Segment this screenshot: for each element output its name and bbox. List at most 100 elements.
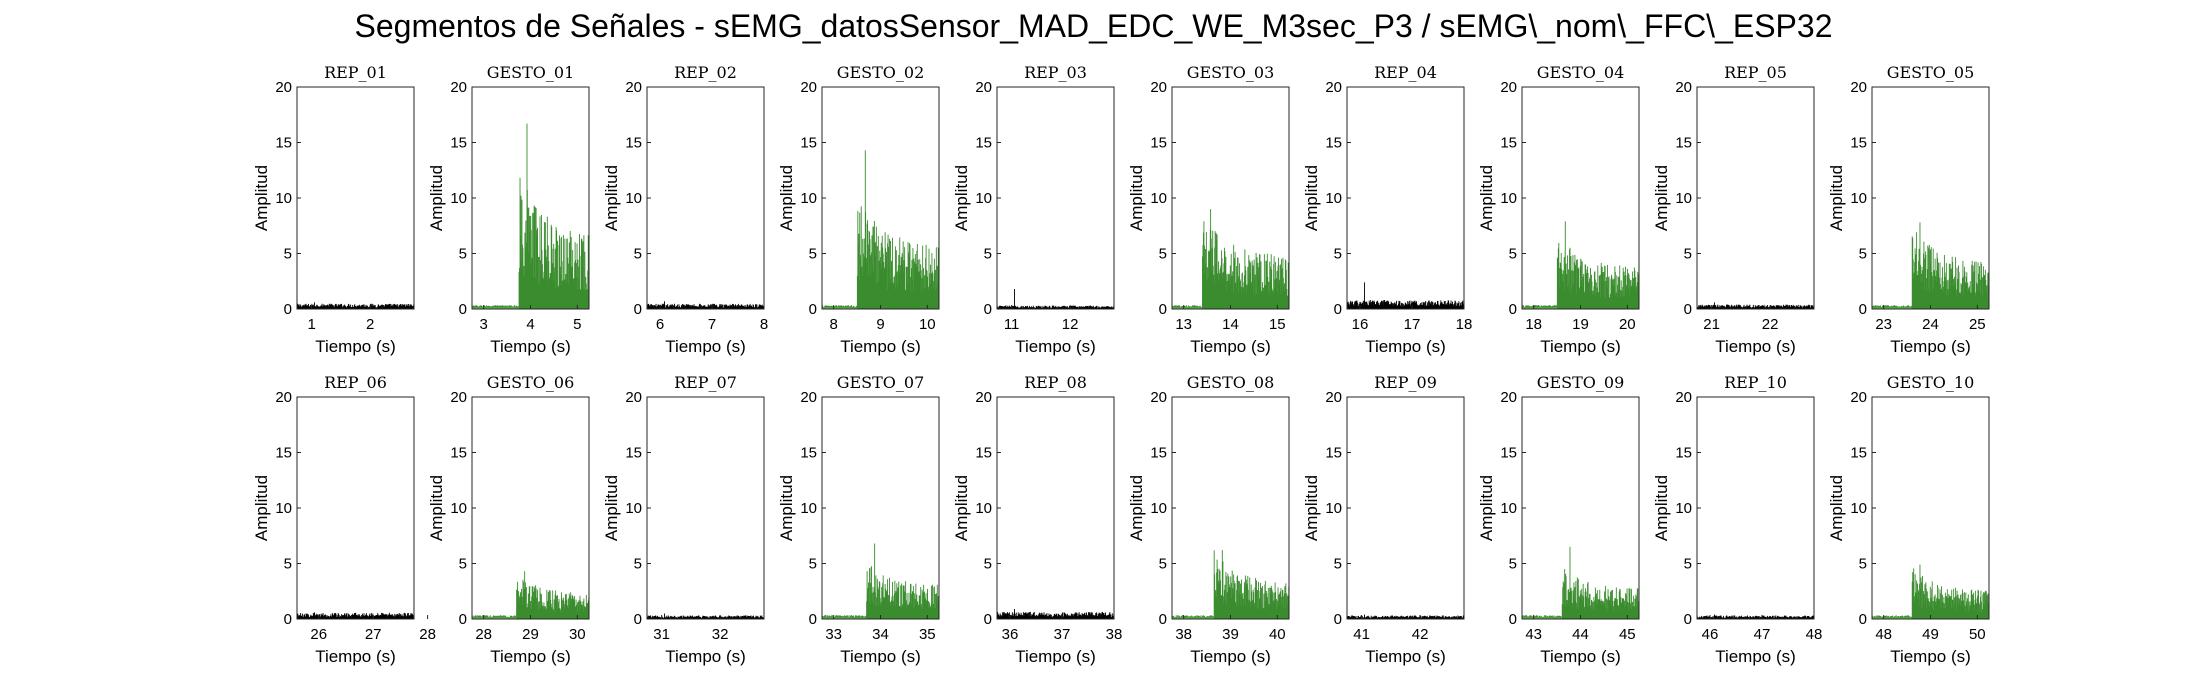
subplot: GESTO_03 0 5 10 15 20 13 14 15 Tiempo (s) Amplitud [1127, 63, 1290, 356]
x-tick-label: 7 [708, 316, 716, 333]
x-tick-label: 47 [1754, 626, 1771, 643]
y-tick-label: 0 [1159, 611, 1167, 628]
x-tick-label: 38 [1175, 626, 1192, 643]
y-axis-label: Amplitud [777, 165, 796, 231]
x-tick-label: 28 [419, 626, 436, 643]
y-tick-label: 5 [1509, 556, 1517, 573]
subplot-title: REP_09 [1374, 373, 1437, 392]
signal-trace [296, 612, 415, 619]
y-tick-label: 15 [1150, 135, 1167, 152]
y-tick-label: 20 [1850, 389, 1867, 406]
y-tick-label: 0 [1684, 301, 1692, 318]
x-tick-label: 28 [475, 626, 492, 643]
y-tick-label: 15 [1500, 135, 1517, 152]
y-tick-label: 20 [975, 79, 992, 96]
axes-box [1346, 86, 1465, 310]
y-tick-label: 20 [1150, 79, 1167, 96]
y-tick-label: 10 [625, 500, 642, 517]
x-tick-label: 20 [1619, 316, 1636, 333]
x-axis-label: Tiempo (s) [840, 337, 921, 356]
x-tick-label: 17 [1404, 316, 1421, 333]
x-axis-label: Tiempo (s) [490, 337, 571, 356]
y-tick-label: 5 [1859, 246, 1867, 263]
signal-trace [821, 150, 940, 309]
x-axis-label: Tiempo (s) [665, 647, 746, 666]
signal-trace [821, 543, 940, 619]
subplot-title: REP_04 [1374, 63, 1437, 82]
subplot: GESTO_08 0 5 10 15 20 38 39 40 Tiempo (s) Amplitud [1127, 373, 1290, 666]
y-tick-label: 20 [1500, 79, 1517, 96]
y-tick-label: 0 [459, 611, 467, 628]
y-tick-label: 10 [1850, 500, 1867, 517]
subplot-title: GESTO_09 [1537, 373, 1625, 392]
signal-trace [646, 301, 765, 309]
y-tick-label: 15 [800, 445, 817, 462]
y-tick-label: 0 [1159, 301, 1167, 318]
axes-box [296, 86, 415, 310]
x-axis-label: Tiempo (s) [1015, 337, 1096, 356]
subplot-title: REP_07 [674, 373, 737, 392]
y-tick-label: 15 [625, 445, 642, 462]
subplot: REP_05 0 5 10 15 20 21 22 Tiempo (s) Amplitud [1652, 63, 1815, 356]
y-axis-label: Amplitud [427, 165, 446, 231]
x-tick-label: 5 [573, 316, 581, 333]
axes-box [996, 396, 1115, 620]
x-axis-label: Tiempo (s) [1890, 647, 1971, 666]
x-tick-label: 16 [1352, 316, 1369, 333]
y-tick-label: 0 [1509, 301, 1517, 318]
signal-trace [996, 609, 1115, 619]
signal-trace [1521, 546, 1640, 619]
subplot-title: GESTO_05 [1887, 63, 1975, 82]
x-tick-label: 27 [365, 626, 382, 643]
subplot-title: GESTO_06 [487, 373, 575, 392]
y-tick-label: 10 [800, 190, 817, 207]
y-tick-label: 5 [1509, 246, 1517, 263]
x-tick-label: 34 [872, 626, 889, 643]
y-tick-label: 20 [1850, 79, 1867, 96]
y-tick-label: 0 [284, 301, 292, 318]
x-tick-label: 14 [1222, 316, 1239, 333]
y-tick-label: 15 [275, 445, 292, 462]
y-tick-label: 20 [625, 389, 642, 406]
x-tick-label: 39 [1222, 626, 1239, 643]
y-tick-label: 5 [984, 556, 992, 573]
y-tick-label: 15 [1325, 135, 1342, 152]
y-tick-label: 20 [450, 79, 467, 96]
y-axis-label: Amplitud [1477, 475, 1496, 541]
subplot-title: GESTO_10 [1887, 373, 1975, 392]
y-axis-label: Amplitud [252, 165, 271, 231]
x-tick-label: 37 [1054, 626, 1071, 643]
figure-title: Segmentos de Señales - sEMG_datosSensor_… [354, 8, 1833, 44]
y-tick-label: 0 [984, 301, 992, 318]
y-tick-label: 5 [284, 246, 292, 263]
subplot: GESTO_07 0 5 10 15 20 33 34 35 Tiempo (s) Amplitud [777, 373, 940, 666]
y-tick-label: 20 [450, 389, 467, 406]
y-axis-label: Amplitud [1127, 475, 1146, 541]
y-tick-label: 20 [625, 79, 642, 96]
y-tick-label: 5 [1334, 556, 1342, 573]
subplot: REP_06 0 5 10 15 20 26 27 28 Tiempo (s) Amplitud [252, 373, 436, 666]
axes-box [1696, 396, 1815, 620]
y-tick-label: 10 [800, 500, 817, 517]
x-tick-label: 50 [1969, 626, 1986, 643]
y-tick-label: 15 [975, 445, 992, 462]
x-axis-label: Tiempo (s) [1015, 647, 1096, 666]
x-tick-label: 36 [1002, 626, 1019, 643]
y-tick-label: 10 [1325, 500, 1342, 517]
y-tick-label: 5 [809, 556, 817, 573]
y-tick-label: 20 [800, 79, 817, 96]
y-tick-label: 0 [1509, 611, 1517, 628]
y-tick-label: 20 [1325, 389, 1342, 406]
y-tick-label: 0 [1859, 301, 1867, 318]
x-tick-label: 31 [653, 626, 670, 643]
y-tick-label: 20 [1675, 389, 1692, 406]
y-tick-label: 15 [1675, 445, 1692, 462]
x-tick-label: 40 [1269, 626, 1286, 643]
subplot: GESTO_06 0 5 10 15 20 28 29 30 Tiempo (s) Amplitud [427, 373, 590, 666]
axes-box [646, 86, 765, 310]
subplot: REP_09 0 5 10 15 20 41 42 Tiempo (s) Amplitud [1302, 373, 1465, 666]
x-tick-label: 30 [569, 626, 586, 643]
subplot: REP_10 0 5 10 15 20 46 47 48 Tiempo (s) Amplitud [1652, 373, 1822, 666]
y-tick-label: 5 [459, 246, 467, 263]
